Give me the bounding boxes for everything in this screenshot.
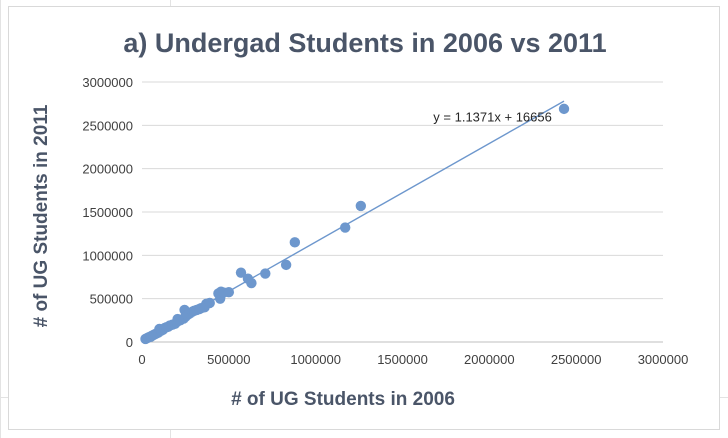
axes: 0 500000 1000000 1500000 2000000 2500000 30000… <box>82 75 688 367</box>
x-tick-label: 3000000 <box>638 352 689 367</box>
chart-title: a) Undergad Students in 2006 vs 2011 <box>123 28 606 58</box>
x-tick-label: 1500000 <box>377 352 428 367</box>
data-point <box>260 268 271 279</box>
y-tick-label: 1000000 <box>82 248 133 263</box>
y-tick-label: 0 <box>126 335 133 350</box>
data-point <box>204 297 215 309</box>
data-point <box>223 286 235 298</box>
sheet-gridline <box>0 0 1 438</box>
scatter-chart: a) Undergad Students in 2006 vs 2011 0 50… <box>31 28 688 410</box>
gridlines <box>142 81 663 300</box>
data-point <box>280 259 292 271</box>
trendline-equation: y = 1.1371x + 16656 <box>433 109 552 124</box>
data-point <box>339 222 351 233</box>
y-tick-label: 500000 <box>90 292 133 307</box>
x-tick-label: 2000000 <box>464 352 515 367</box>
x-axis-title: # of UG Students in 2006 <box>231 389 455 410</box>
data-point <box>235 267 247 278</box>
y-tick-label: 1500000 <box>82 205 133 220</box>
x-tick-label: 500000 <box>207 352 250 367</box>
chart-area[interactable]: a) Undergad Students in 2006 vs 2011 0 50… <box>8 6 720 430</box>
x-tick-label: 0 <box>138 352 145 367</box>
y-tick-label: 2000000 <box>82 162 133 177</box>
data-point <box>246 277 257 289</box>
x-tick-label: 1000000 <box>290 352 341 367</box>
y-tick-label: 3000000 <box>82 75 133 90</box>
data-point <box>355 200 367 212</box>
y-axis-title: # of UG Students in 2011 <box>31 104 52 327</box>
x-tick-label: 2500000 <box>551 352 602 367</box>
y-tick-label: 2500000 <box>82 118 133 133</box>
data-point <box>289 237 301 248</box>
data-points <box>140 103 570 345</box>
data-point <box>558 103 570 115</box>
